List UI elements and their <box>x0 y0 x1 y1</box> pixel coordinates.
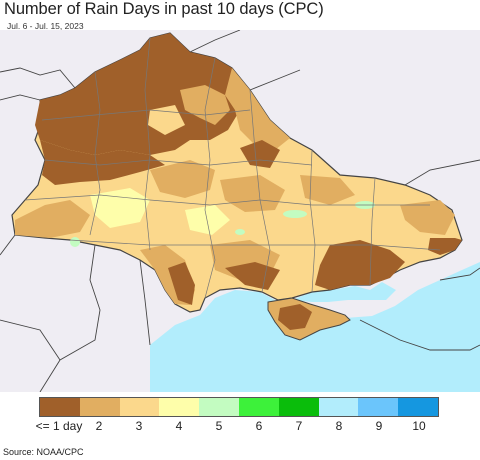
legend-swatch-5 <box>199 398 239 416</box>
central-orange-1 <box>150 160 215 198</box>
legend-label-5: 5 <box>215 419 223 433</box>
west-orange <box>15 200 90 238</box>
legend-swatch-6 <box>238 398 279 416</box>
legend-swatch-9 <box>358 398 399 416</box>
legend-labels: <= 1 day 2 3 4 5 6 7 8 9 10 <box>35 419 439 433</box>
legend-label-4: 4 <box>175 419 183 433</box>
oblast-borders <box>24 37 441 299</box>
source-note: Source: NOAA/CPC <box>3 447 84 457</box>
map-title: Number of Rain Days in past 10 days (CPC… <box>4 0 324 18</box>
legend-label-2: 2 <box>95 419 103 433</box>
legend-swatch-7 <box>278 398 319 416</box>
legend-label-8: 8 <box>335 419 343 433</box>
west-dry-band <box>40 140 165 185</box>
green-patch-3 <box>70 237 80 247</box>
sea-of-azov <box>292 282 396 302</box>
legend-swatch-2 <box>79 398 120 416</box>
legend-swatch-10 <box>398 398 438 416</box>
legend-swatch-4 <box>159 398 200 416</box>
center-light-yellow <box>185 205 230 235</box>
date-range-subtitle: Jul. 6 - Jul. 15, 2023 <box>7 21 84 31</box>
legend-label-3: 3 <box>135 419 143 433</box>
central-yellow <box>90 188 150 228</box>
south-east-dry-zone <box>315 240 405 290</box>
legend-label-9: 9 <box>375 419 383 433</box>
legend-swatch-8 <box>318 398 359 416</box>
legend-label-10: 10 <box>412 419 426 433</box>
legend-label-6: 6 <box>255 419 263 433</box>
legend-swatch-1 <box>40 398 80 416</box>
rain-days-map <box>0 30 480 392</box>
central-orange-3 <box>300 175 355 205</box>
legend-label-7: 7 <box>295 419 303 433</box>
east-orange <box>400 200 455 235</box>
central-orange-2 <box>220 175 285 212</box>
crimea-dry-area <box>278 304 312 330</box>
north-orange-patch <box>180 85 230 125</box>
north-west-dry-zone <box>35 33 250 155</box>
south-west-brown <box>168 262 195 305</box>
legend-label-1: <= 1 day <box>35 419 83 433</box>
green-patch-1 <box>283 210 307 218</box>
north-east-orange <box>225 68 290 150</box>
country-borders <box>0 30 480 392</box>
legend-swatch-3 <box>119 398 160 416</box>
green-patch-4 <box>235 229 245 235</box>
legend-color-bar <box>39 397 439 417</box>
east-brown <box>428 238 462 255</box>
